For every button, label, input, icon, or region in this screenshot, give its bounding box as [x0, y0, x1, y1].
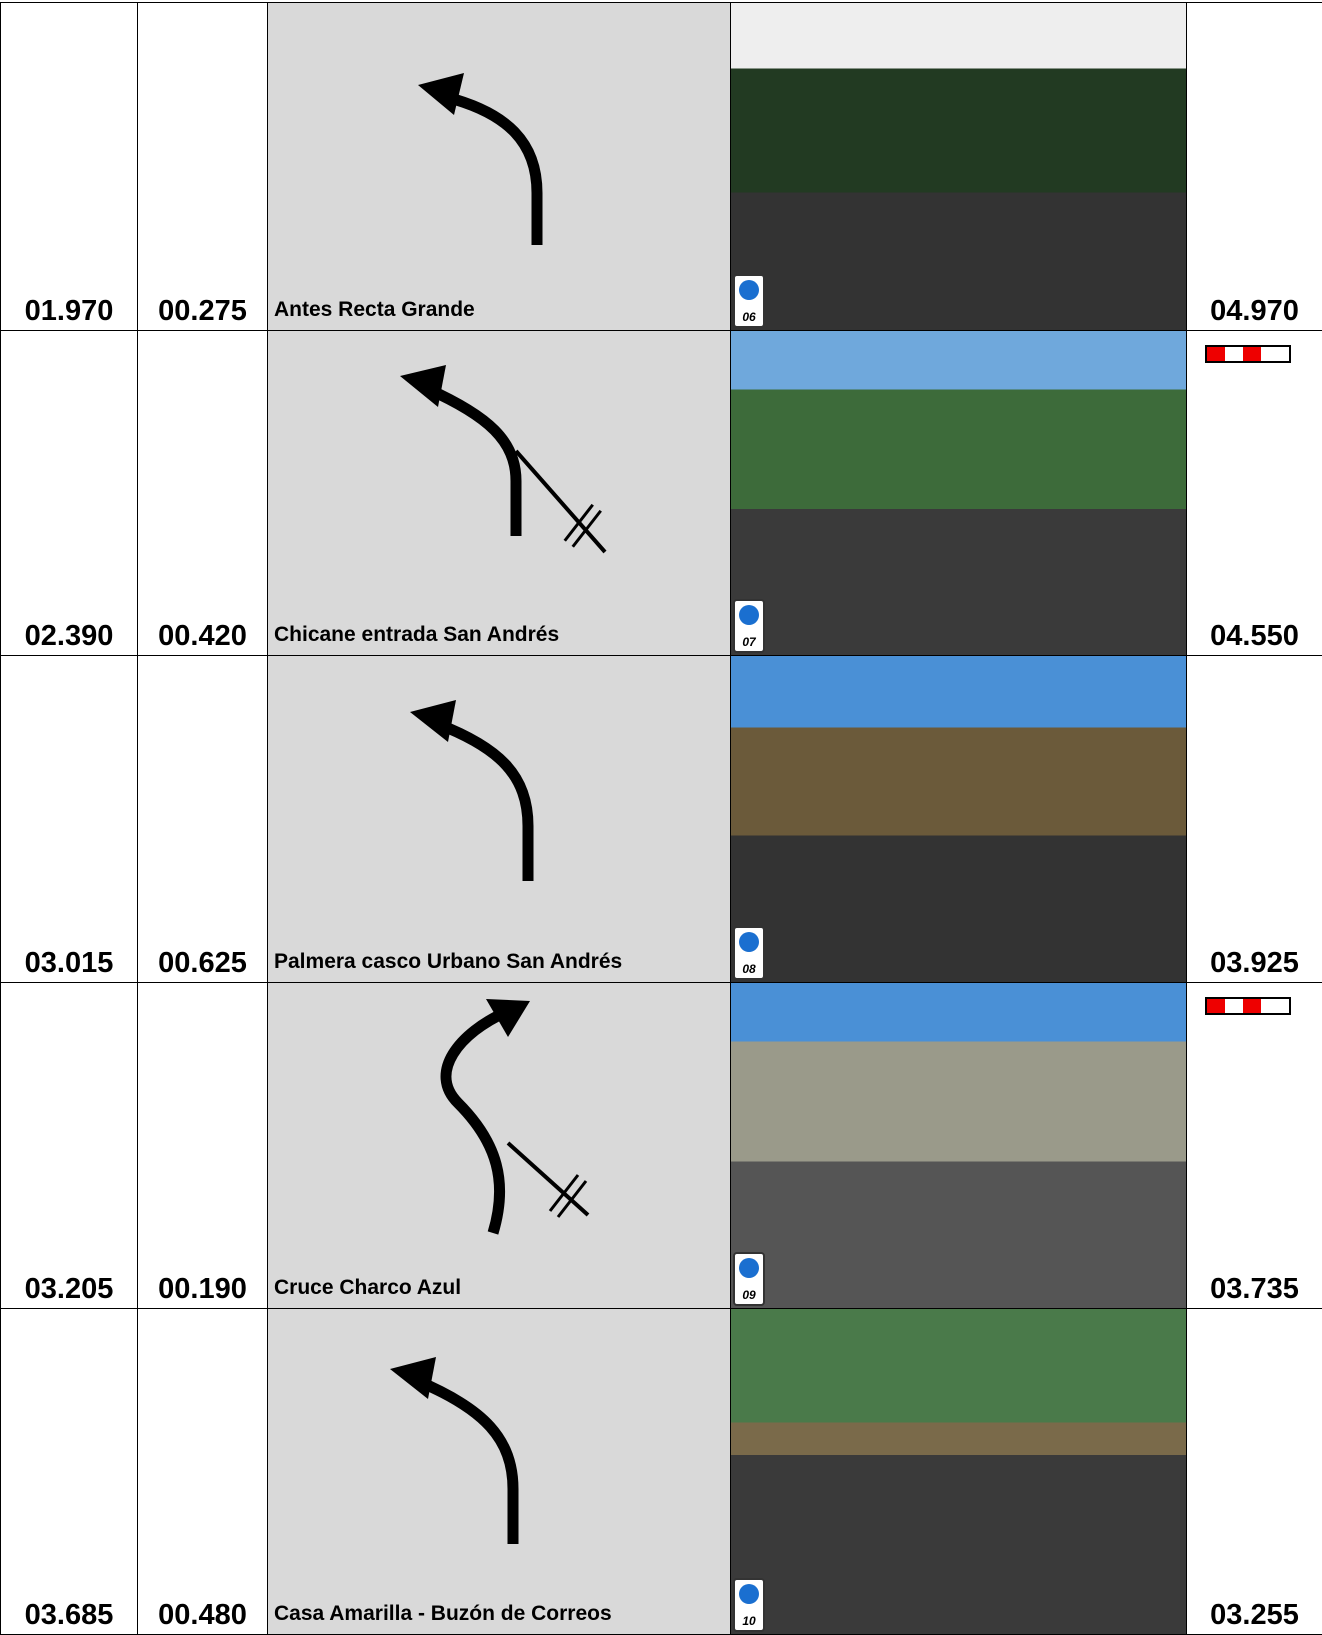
description: Cruce Charco Azul: [274, 1276, 461, 1300]
description: Casa Amarilla - Buzón de Correos: [274, 1602, 612, 1626]
badge-icon: [739, 1584, 759, 1604]
diagram-cell: Chicane entrada San Andrés: [267, 330, 731, 656]
partial-distance: 00.480: [138, 1599, 267, 1632]
partial-distance: 00.190: [138, 1273, 267, 1306]
roadbook-page: 01.97000.275 Antes Recta Grande 06 04.970 02…: [0, 0, 1322, 1630]
hazard-sign: [1205, 345, 1291, 363]
photo-badge: 07: [733, 599, 765, 653]
arrow: [268, 656, 731, 982]
partial-cell: 00.420: [137, 330, 268, 656]
badge-icon: [739, 932, 759, 952]
photo-number: 09: [735, 1288, 763, 1302]
partial-distance: 00.420: [138, 620, 267, 653]
remaining-cell: 04.970: [1186, 2, 1322, 331]
partial-cell: 00.625: [137, 655, 268, 983]
photo-number: 08: [735, 962, 763, 976]
total-cell: 03.015: [0, 655, 138, 983]
partial-cell: 00.190: [137, 982, 268, 1309]
total-distance: 03.685: [1, 1599, 137, 1632]
photo-number: 07: [735, 635, 763, 649]
photo-badge: 08: [733, 926, 765, 980]
diagram-cell: Palmera casco Urbano San Andrés: [267, 655, 731, 983]
remaining-distance: 04.970: [1187, 295, 1322, 328]
photo-cell: 09: [730, 982, 1187, 1309]
badge-icon: [739, 280, 759, 300]
photo-cell: 10: [730, 1308, 1187, 1635]
total-cell: 03.685: [0, 1308, 138, 1635]
arrow: [268, 1309, 731, 1635]
total-distance: 02.390: [1, 620, 137, 653]
total-cell: 02.390: [0, 330, 138, 656]
diagram-cell: Cruce Charco Azul: [267, 982, 731, 1309]
total-distance: 01.970: [1, 295, 137, 328]
total-cell: 01.970: [0, 2, 138, 331]
description: Chicane entrada San Andrés: [274, 623, 559, 647]
description: Antes Recta Grande: [274, 298, 475, 322]
photo-cell: 07: [730, 330, 1187, 656]
photo-cell: 08: [730, 655, 1187, 983]
diagram-cell: Antes Recta Grande: [267, 2, 731, 331]
remaining-distance: 03.255: [1187, 1599, 1322, 1632]
arrow: [268, 331, 731, 656]
partial-distance: 00.625: [138, 947, 267, 980]
partial-cell: 00.275: [137, 2, 268, 331]
photo-number: 10: [735, 1614, 763, 1628]
remaining-distance: 04.550: [1187, 620, 1322, 653]
remaining-cell: 03.925: [1186, 655, 1322, 983]
partial-distance: 00.275: [138, 295, 267, 328]
photo-cell: 06: [730, 2, 1187, 331]
badge-icon: [739, 605, 759, 625]
remaining-cell: 03.735: [1186, 982, 1322, 1309]
photo-badge: 10: [733, 1578, 765, 1632]
total-distance: 03.015: [1, 947, 137, 980]
photo-badge: 06: [733, 274, 765, 328]
total-distance: 03.205: [1, 1273, 137, 1306]
remaining-cell: 04.550: [1186, 330, 1322, 656]
description: Palmera casco Urbano San Andrés: [274, 950, 622, 974]
diagram-cell: Casa Amarilla - Buzón de Correos: [267, 1308, 731, 1635]
remaining-cell: 03.255: [1186, 1308, 1322, 1635]
hazard-sign: [1205, 997, 1291, 1015]
photo-badge: 09: [733, 1252, 765, 1306]
total-cell: 03.205: [0, 982, 138, 1309]
arrow: [268, 3, 731, 329]
remaining-distance: 03.925: [1187, 947, 1322, 980]
arrow: [268, 983, 731, 1309]
photo-number: 06: [735, 310, 763, 324]
remaining-distance: 03.735: [1187, 1273, 1322, 1306]
partial-cell: 00.480: [137, 1308, 268, 1635]
badge-icon: [739, 1258, 759, 1278]
